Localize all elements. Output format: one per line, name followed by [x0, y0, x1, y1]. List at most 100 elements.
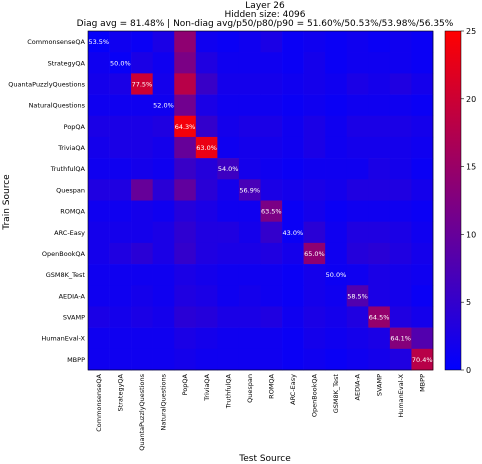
heatmap-cell: [282, 115, 304, 138]
x-tick-label: TriviaQA: [203, 373, 211, 401]
heatmap-cell: [195, 200, 218, 222]
heatmap-cell: [238, 327, 261, 350]
y-tick-label: CommonsenseQA: [27, 38, 85, 46]
heatmap-cell: [217, 348, 240, 371]
heatmap-cell: [325, 158, 348, 180]
heatmap-cell: [411, 94, 434, 117]
heatmap-cell: [88, 73, 110, 95]
heatmap-cell: [131, 285, 153, 307]
heatmap-cell: [282, 73, 304, 95]
y-tick-label: ROMQA: [60, 208, 85, 216]
diagonal-cell-label: 63.5%: [261, 208, 282, 216]
heatmap-cell: [195, 115, 218, 138]
heatmap-cell: [282, 348, 304, 371]
heatmap-cell: [260, 179, 283, 201]
heatmap-cell: [152, 52, 175, 74]
heatmap-cell: [325, 52, 348, 74]
heatmap-cell: [109, 158, 132, 180]
heatmap-cell: [152, 179, 175, 201]
heatmap-cell: [411, 242, 434, 265]
heatmap-cell: [346, 285, 369, 307]
heatmap-cell: [217, 306, 240, 328]
heatmap-cell: [260, 115, 283, 138]
heatmap-cell: [195, 285, 218, 307]
heatmap-cell: [131, 179, 153, 201]
colorbar-tick-label: 5: [466, 298, 471, 307]
heatmap-cell: [325, 200, 348, 222]
heatmap-cell: [195, 158, 218, 180]
y-axis-label: Train Source: [2, 174, 12, 231]
heatmap-cell: [303, 158, 326, 180]
heatmap-cell: [260, 327, 283, 350]
diagonal-cell-label: 70.4%: [412, 356, 433, 364]
diagonal-cell-label: 53.5%: [88, 38, 109, 46]
heatmap-cell: [260, 221, 283, 244]
diagonal-cell-label: 50.0%: [326, 271, 347, 279]
colorbar-tick-label: 0: [466, 366, 471, 375]
x-tick-label: PopQA: [181, 373, 189, 395]
y-tick-label: TriviaQA: [57, 144, 85, 152]
heatmap-cell: [282, 200, 304, 222]
heatmap-cell: [174, 264, 197, 286]
heatmap-cell: [195, 31, 218, 53]
heatmap-cell: [195, 94, 218, 117]
heatmap-cell: [109, 221, 132, 244]
heatmap-cell: [346, 73, 369, 95]
heatmap-cell: [346, 221, 369, 244]
heatmap-cell: [174, 179, 197, 201]
heatmap-cell: [131, 136, 153, 159]
colorbar-tick-label: 15: [466, 163, 476, 172]
x-tick-label: MBPP: [418, 374, 426, 392]
heatmap-cell: [109, 136, 132, 159]
heatmap-cell: [303, 31, 326, 53]
heatmap-cell: [88, 200, 110, 222]
heatmap-cell: [195, 221, 218, 244]
heatmap-cell: [109, 94, 132, 117]
heatmap-cell: [238, 179, 261, 201]
heatmap-cell: [238, 242, 261, 265]
heatmap-cell: [368, 158, 391, 180]
heatmap-cell: [368, 242, 391, 265]
heatmap-cell: [325, 136, 348, 159]
heatmap-cell: [238, 31, 261, 53]
heatmap-cell: [174, 73, 197, 95]
heatmap-cell: [303, 306, 326, 328]
heatmap-cell: [411, 348, 434, 371]
heatmap-cell: [217, 136, 240, 159]
heatmap-cell: [174, 136, 197, 159]
heatmap-cell: [389, 200, 412, 222]
y-tick-label: ARC-Easy: [54, 229, 85, 237]
heatmap-cell: [217, 52, 240, 74]
heatmap-cell: [303, 327, 326, 350]
x-tick-label: OpenBookQA: [311, 373, 319, 417]
heatmap-cell: [389, 264, 412, 286]
heatmap-cell: [88, 158, 110, 180]
heatmap-cell: [282, 285, 304, 307]
heatmap-cell: [88, 31, 110, 53]
colorbar-ticks: 0 5 10 15 20 25: [461, 27, 476, 375]
chart-title-line-2: Hidden size: 4096: [224, 10, 305, 20]
heatmap-cell: [368, 94, 391, 117]
heatmap-cell: [88, 327, 110, 350]
heatmap-cell: [368, 285, 391, 307]
heatmap-cell: [389, 348, 412, 371]
heatmap-cell: [389, 242, 412, 265]
heatmap-cell: [389, 52, 412, 74]
heatmap-cell: [109, 200, 132, 222]
colorbar-tick-label: 25: [466, 27, 476, 36]
heatmap-cell: [88, 94, 110, 117]
heatmap-cell: [303, 179, 326, 201]
y-tick-label: MBPP: [67, 356, 85, 364]
heatmap-cell: [195, 136, 218, 159]
heatmap-cell: [152, 136, 175, 159]
heatmap-cell: [260, 348, 283, 371]
heatmap-cell: [325, 264, 348, 286]
heatmap-cell: [109, 348, 132, 371]
heatmap-cell: [174, 31, 197, 53]
heatmap-cell: [411, 73, 434, 95]
heatmap-cell: [238, 264, 261, 286]
heatmap-cell: [174, 52, 197, 74]
heatmap-cell: [152, 327, 175, 350]
heatmap-cell: [238, 285, 261, 307]
y-tick-label: PopQA: [64, 123, 86, 131]
